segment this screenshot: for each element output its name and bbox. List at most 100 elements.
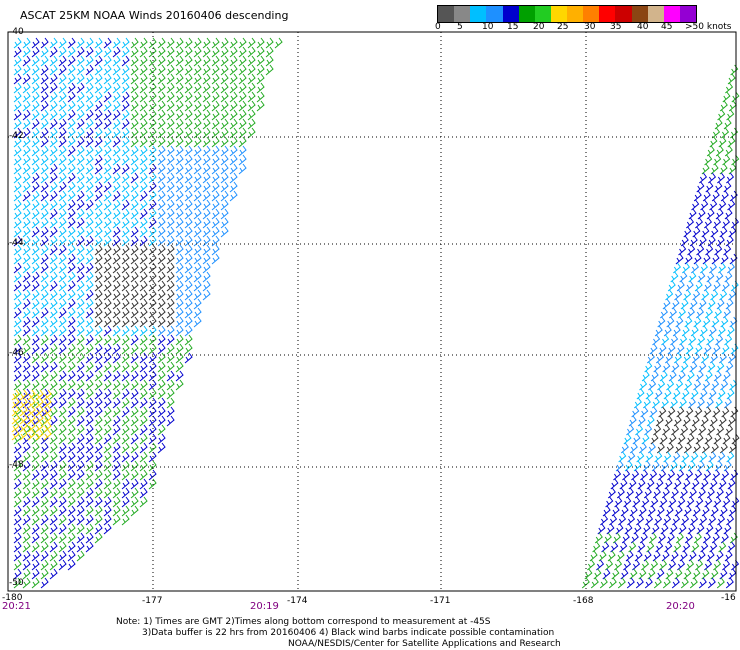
wind-barb xyxy=(85,352,94,364)
wind-barb xyxy=(646,352,655,364)
map-title: ASCAT 25KM NOAA Winds 20160406 descendin… xyxy=(20,9,289,22)
wind-barb xyxy=(13,208,22,220)
wind-barb xyxy=(67,514,76,526)
wind-barb xyxy=(112,253,121,265)
wind-barb xyxy=(139,379,148,391)
wind-barb xyxy=(605,559,614,571)
wind-barb xyxy=(166,46,175,58)
wind-barb xyxy=(40,253,49,265)
wind-barb xyxy=(112,190,121,202)
wind-barb xyxy=(31,487,40,499)
wind-barb xyxy=(596,559,605,571)
wind-barb xyxy=(669,397,678,409)
wind-barb xyxy=(121,208,130,220)
wind-barb xyxy=(22,316,31,328)
wind-barb xyxy=(706,271,715,283)
wind-barb xyxy=(723,397,732,409)
wind-barb xyxy=(19,389,28,401)
wind-barb xyxy=(103,82,112,94)
wind-barb xyxy=(700,415,709,427)
wind-barb xyxy=(644,577,653,589)
wind-barb xyxy=(121,415,130,427)
wind-barb xyxy=(19,413,28,425)
wind-barb xyxy=(211,208,220,220)
wind-barb xyxy=(714,523,723,535)
wind-barb xyxy=(175,325,184,337)
wind-barb xyxy=(13,172,22,184)
wind-barb xyxy=(22,541,31,553)
wind-barb xyxy=(31,505,40,517)
wind-barb xyxy=(706,145,715,157)
wind-barb xyxy=(103,442,112,454)
legend-swatch xyxy=(615,6,632,22)
wind-barb xyxy=(157,172,166,184)
wind-barb xyxy=(692,568,701,580)
wind-barb xyxy=(671,424,680,436)
wind-barb xyxy=(130,478,139,490)
wind-barb xyxy=(94,127,103,139)
wind-barb xyxy=(139,280,148,292)
wind-barb xyxy=(691,541,700,553)
wind-barb xyxy=(94,523,103,535)
wind-barb xyxy=(663,388,672,400)
wind-barb xyxy=(663,325,672,337)
wind-barb xyxy=(707,424,716,436)
wind-barb xyxy=(112,100,121,112)
legend-label: >50 knots xyxy=(685,22,732,32)
wind-barb xyxy=(727,136,736,148)
wind-barb xyxy=(31,154,40,166)
wind-barb xyxy=(202,217,211,229)
wind-barb xyxy=(708,172,717,184)
wind-barb xyxy=(67,442,76,454)
wind-barb xyxy=(49,496,58,508)
wind-barb xyxy=(85,163,94,175)
wind-barb xyxy=(721,280,730,292)
wind-barb xyxy=(13,289,22,301)
wind-barb xyxy=(76,136,85,148)
wind-barb xyxy=(40,514,49,526)
wind-barb xyxy=(31,226,40,238)
wind-barb xyxy=(704,496,713,508)
wind-barb xyxy=(727,541,736,553)
wind-barb xyxy=(166,172,175,184)
wind-barb xyxy=(659,307,668,319)
wind-barb xyxy=(112,64,121,76)
wind-barb xyxy=(157,199,166,211)
wind-barb xyxy=(702,253,711,265)
legend-swatch xyxy=(583,6,600,22)
wind-barb xyxy=(620,568,629,580)
wind-barb xyxy=(157,64,166,76)
wind-barb xyxy=(49,541,58,553)
wind-barb xyxy=(202,226,211,238)
wind-barb xyxy=(22,118,31,130)
wind-barb xyxy=(130,37,139,49)
wind-barb xyxy=(58,325,67,337)
wind-barb xyxy=(148,379,157,391)
wind-barb xyxy=(112,397,121,409)
wind-barb xyxy=(619,478,628,490)
wind-barb xyxy=(638,505,647,517)
wind-barb xyxy=(67,172,76,184)
wind-barb xyxy=(703,280,712,292)
wind-barb xyxy=(35,397,44,409)
wind-barb xyxy=(618,451,627,463)
wind-barb xyxy=(684,316,693,328)
wind-barb xyxy=(656,505,665,517)
wind-barb xyxy=(706,550,715,562)
wind-barb xyxy=(166,352,175,364)
wind-barb xyxy=(238,46,247,58)
wind-barb xyxy=(644,361,653,373)
wind-barb xyxy=(76,172,85,184)
wind-barb xyxy=(148,262,157,274)
wind-barb xyxy=(709,136,718,148)
wind-barb xyxy=(130,172,139,184)
wind-barb xyxy=(148,370,157,382)
wind-barb xyxy=(220,190,229,202)
wind-barb xyxy=(731,217,740,229)
wind-barb xyxy=(94,145,103,157)
wind-barb xyxy=(67,433,76,445)
wind-barb xyxy=(76,415,85,427)
wind-barb xyxy=(94,190,103,202)
wind-barb xyxy=(662,361,671,373)
